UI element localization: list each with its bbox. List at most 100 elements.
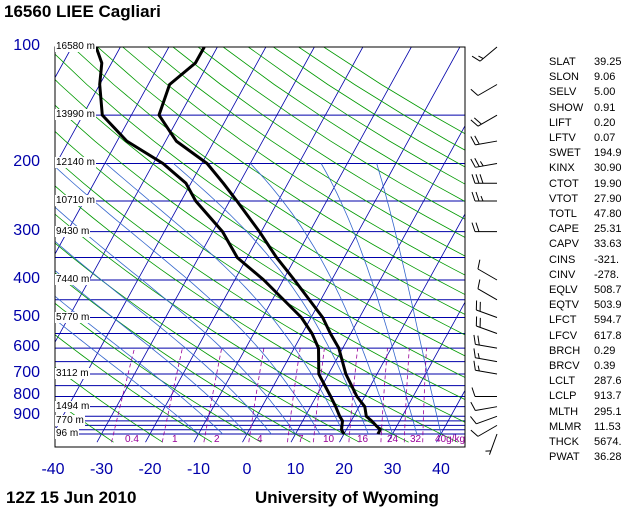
plot-frame (54, 46, 466, 448)
wind-barb (485, 433, 498, 455)
height-label: 7440 m (55, 273, 91, 285)
pressure-tick-label: 400 (13, 269, 40, 287)
dry-adiabat (55, 213, 409, 443)
mixing-ratio-line (380, 348, 388, 443)
height-label: 3112 m (55, 368, 90, 380)
index-value: 594.7 (594, 314, 622, 327)
dry-adiabat (55, 78, 465, 357)
isotherm-line (55, 47, 218, 344)
index-row: LFCV 617.8 (549, 329, 639, 343)
index-row: KINX 30.90 (549, 161, 639, 175)
index-row: CAPV 33.63 (549, 237, 639, 251)
temperature-tick-label: 10 (286, 461, 305, 478)
pressure-tick-label: 700 (13, 364, 40, 382)
mixing-ratio-label: 2 (214, 434, 220, 445)
pressure-tick-label: 500 (13, 307, 40, 325)
index-row: BRCV 0.39 (549, 359, 639, 373)
index-key: KINX (549, 162, 575, 175)
index-key: SELV (549, 86, 577, 99)
dry-adiabat (55, 302, 262, 443)
index-value: 913.7 (594, 390, 622, 403)
dry-adiabat (55, 185, 458, 443)
index-row: LCLT 287.6 (549, 374, 639, 388)
pressure-tick-label: 600 (13, 338, 40, 356)
index-key: MLMR (549, 420, 582, 433)
mixing-ratio-label: 4 (257, 434, 263, 445)
index-row: LFTV 0.07 (549, 131, 639, 145)
index-value: 9.06 (594, 71, 616, 84)
index-key: LCLT (549, 375, 576, 388)
index-row: VTOT 27.90 (549, 192, 639, 206)
pressure-tick-label: 300 (13, 221, 40, 239)
wind-barbs (470, 46, 498, 455)
index-value: 0.39 (594, 360, 616, 372)
index-key: CAPE (549, 223, 579, 236)
wind-barb (471, 387, 497, 397)
mixing-ratio-label: 16 (357, 434, 369, 445)
index-key: CAPV (549, 238, 579, 251)
index-key: LFTV (549, 132, 576, 144)
index-value: 25.31 (594, 223, 622, 236)
wind-barb (471, 46, 498, 62)
wind-barb (470, 415, 498, 425)
wind-barb (471, 222, 497, 233)
dewpoint-profile (94, 47, 346, 435)
wind-barb (470, 114, 498, 127)
height-label: 13990 m (55, 109, 96, 121)
wind-barb (470, 424, 498, 437)
index-value: 295.1 (594, 405, 622, 418)
height-label: 1494 m (55, 400, 91, 412)
index-key: VTOT (549, 192, 579, 205)
index-value: 27.90 (594, 192, 622, 205)
wind-barb (475, 300, 498, 318)
index-key: SHOW (549, 101, 584, 114)
moist-adiabat (376, 163, 442, 435)
index-value: 0.29 (594, 344, 616, 357)
moist-adiabat (55, 206, 296, 435)
index-value: 5.00 (594, 86, 616, 99)
moist-adiabat (55, 240, 272, 435)
index-key: THCK (549, 436, 579, 448)
mixing-ratio-label: 10 (323, 434, 335, 445)
dry-adiabat (122, 47, 465, 276)
index-value: 33.63 (594, 238, 622, 251)
index-value: 0.07 (594, 132, 616, 144)
mixing-ratio-label: 7 (298, 434, 304, 445)
index-row: THCK 5674. (549, 435, 639, 449)
isotherm-line (55, 47, 73, 79)
index-row: MLMR 11.53 (549, 420, 639, 434)
index-row: SELV 5.00 (549, 85, 639, 99)
wind-barb (470, 135, 498, 146)
index-row: MLTH 295.1 (549, 405, 639, 419)
wind-barb (477, 279, 498, 301)
index-row: CTOT 19.90 (549, 177, 639, 191)
index-key: SWET (549, 147, 581, 160)
index-value: 19.90 (594, 177, 622, 190)
chart-title: 16560 LIEE Cagliari (4, 2, 161, 21)
height-label: 10710 m (55, 195, 96, 206)
dry-adiabat (55, 272, 311, 443)
index-value: 617.8 (594, 329, 622, 342)
isotherm-line (242, 47, 461, 443)
height-label: 96 m (55, 428, 80, 439)
temperature-tick-label: -40 (41, 461, 65, 478)
pressure-tick-label: 900 (13, 406, 40, 424)
isotherm-line (0, 47, 23, 442)
index-value: 39.25 (594, 56, 622, 68)
wind-barb (477, 259, 498, 281)
index-value: -321. (594, 253, 620, 266)
index-key: CTOT (549, 177, 579, 190)
mixing-ratio-line (287, 348, 301, 443)
index-value: 287.6 (594, 375, 622, 388)
index-key: EQTV (549, 299, 579, 312)
dry-adiabat (55, 130, 465, 400)
dry-adiabat (197, 47, 465, 220)
temperature-tick-label: -20 (138, 461, 162, 478)
height-label: 770 m (55, 414, 85, 426)
dry-adiabat (55, 400, 114, 443)
isotherm-line (290, 124, 465, 443)
index-value: 36.28 (594, 451, 622, 464)
mixing-ratio-label: 24 (387, 434, 399, 445)
wind-barb (473, 334, 498, 349)
